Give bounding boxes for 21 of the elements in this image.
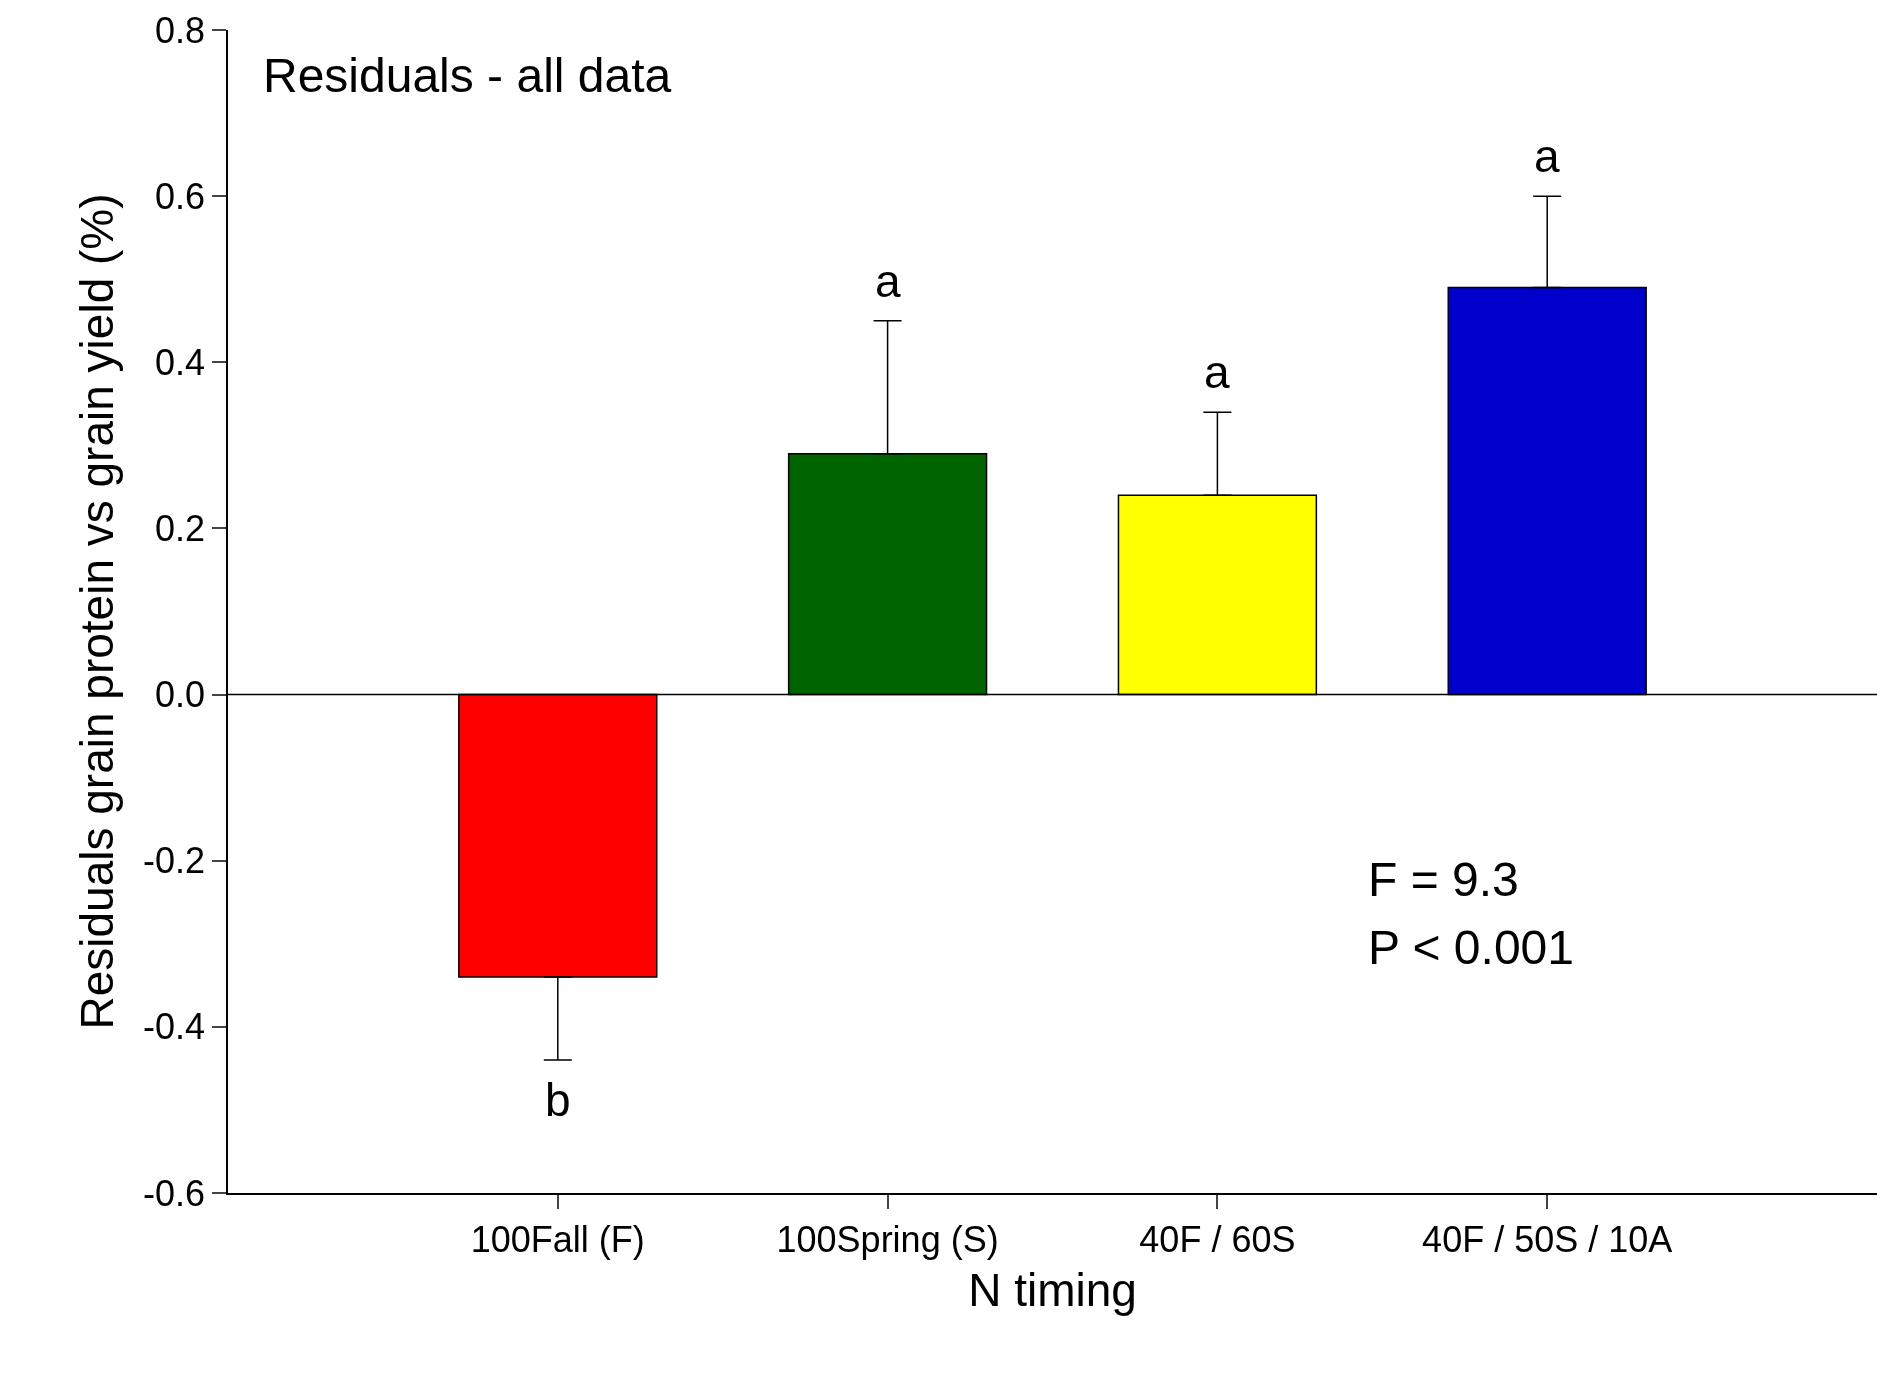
x-tick-label: 40F / 60S (1139, 1218, 1296, 1260)
x-tick-label: 40F / 50S / 10A (1422, 1218, 1673, 1260)
y-tick-label: 0.2 (155, 508, 206, 550)
x-tick-label: 100Fall (F) (470, 1218, 645, 1260)
y-tick-label: -0.2 (143, 840, 206, 882)
annotation: a (1204, 346, 1230, 398)
y-tick-label: 0.4 (155, 341, 206, 383)
y-tick-label: 0.8 (155, 9, 206, 51)
annotation: P < 0.001 (1368, 921, 1574, 974)
y-tick-label: 0.0 (155, 674, 206, 716)
y-tick-label: -0.6 (143, 1172, 206, 1214)
chart-title: Residuals - all data (263, 49, 672, 102)
y-axis-title: Residuals grain protein vs grain yield (%) (70, 193, 123, 1030)
annotation: a (875, 255, 901, 307)
annotation: F = 9.3 (1368, 853, 1519, 906)
x-tick-label: 100Spring (S) (776, 1218, 999, 1260)
y-tick-label: -0.4 (143, 1006, 206, 1048)
x-axis-title: N timing (968, 1264, 1137, 1317)
y-tick-label: 0.6 (155, 175, 206, 217)
annotation: a (1534, 130, 1560, 182)
annotation: b (545, 1074, 571, 1126)
